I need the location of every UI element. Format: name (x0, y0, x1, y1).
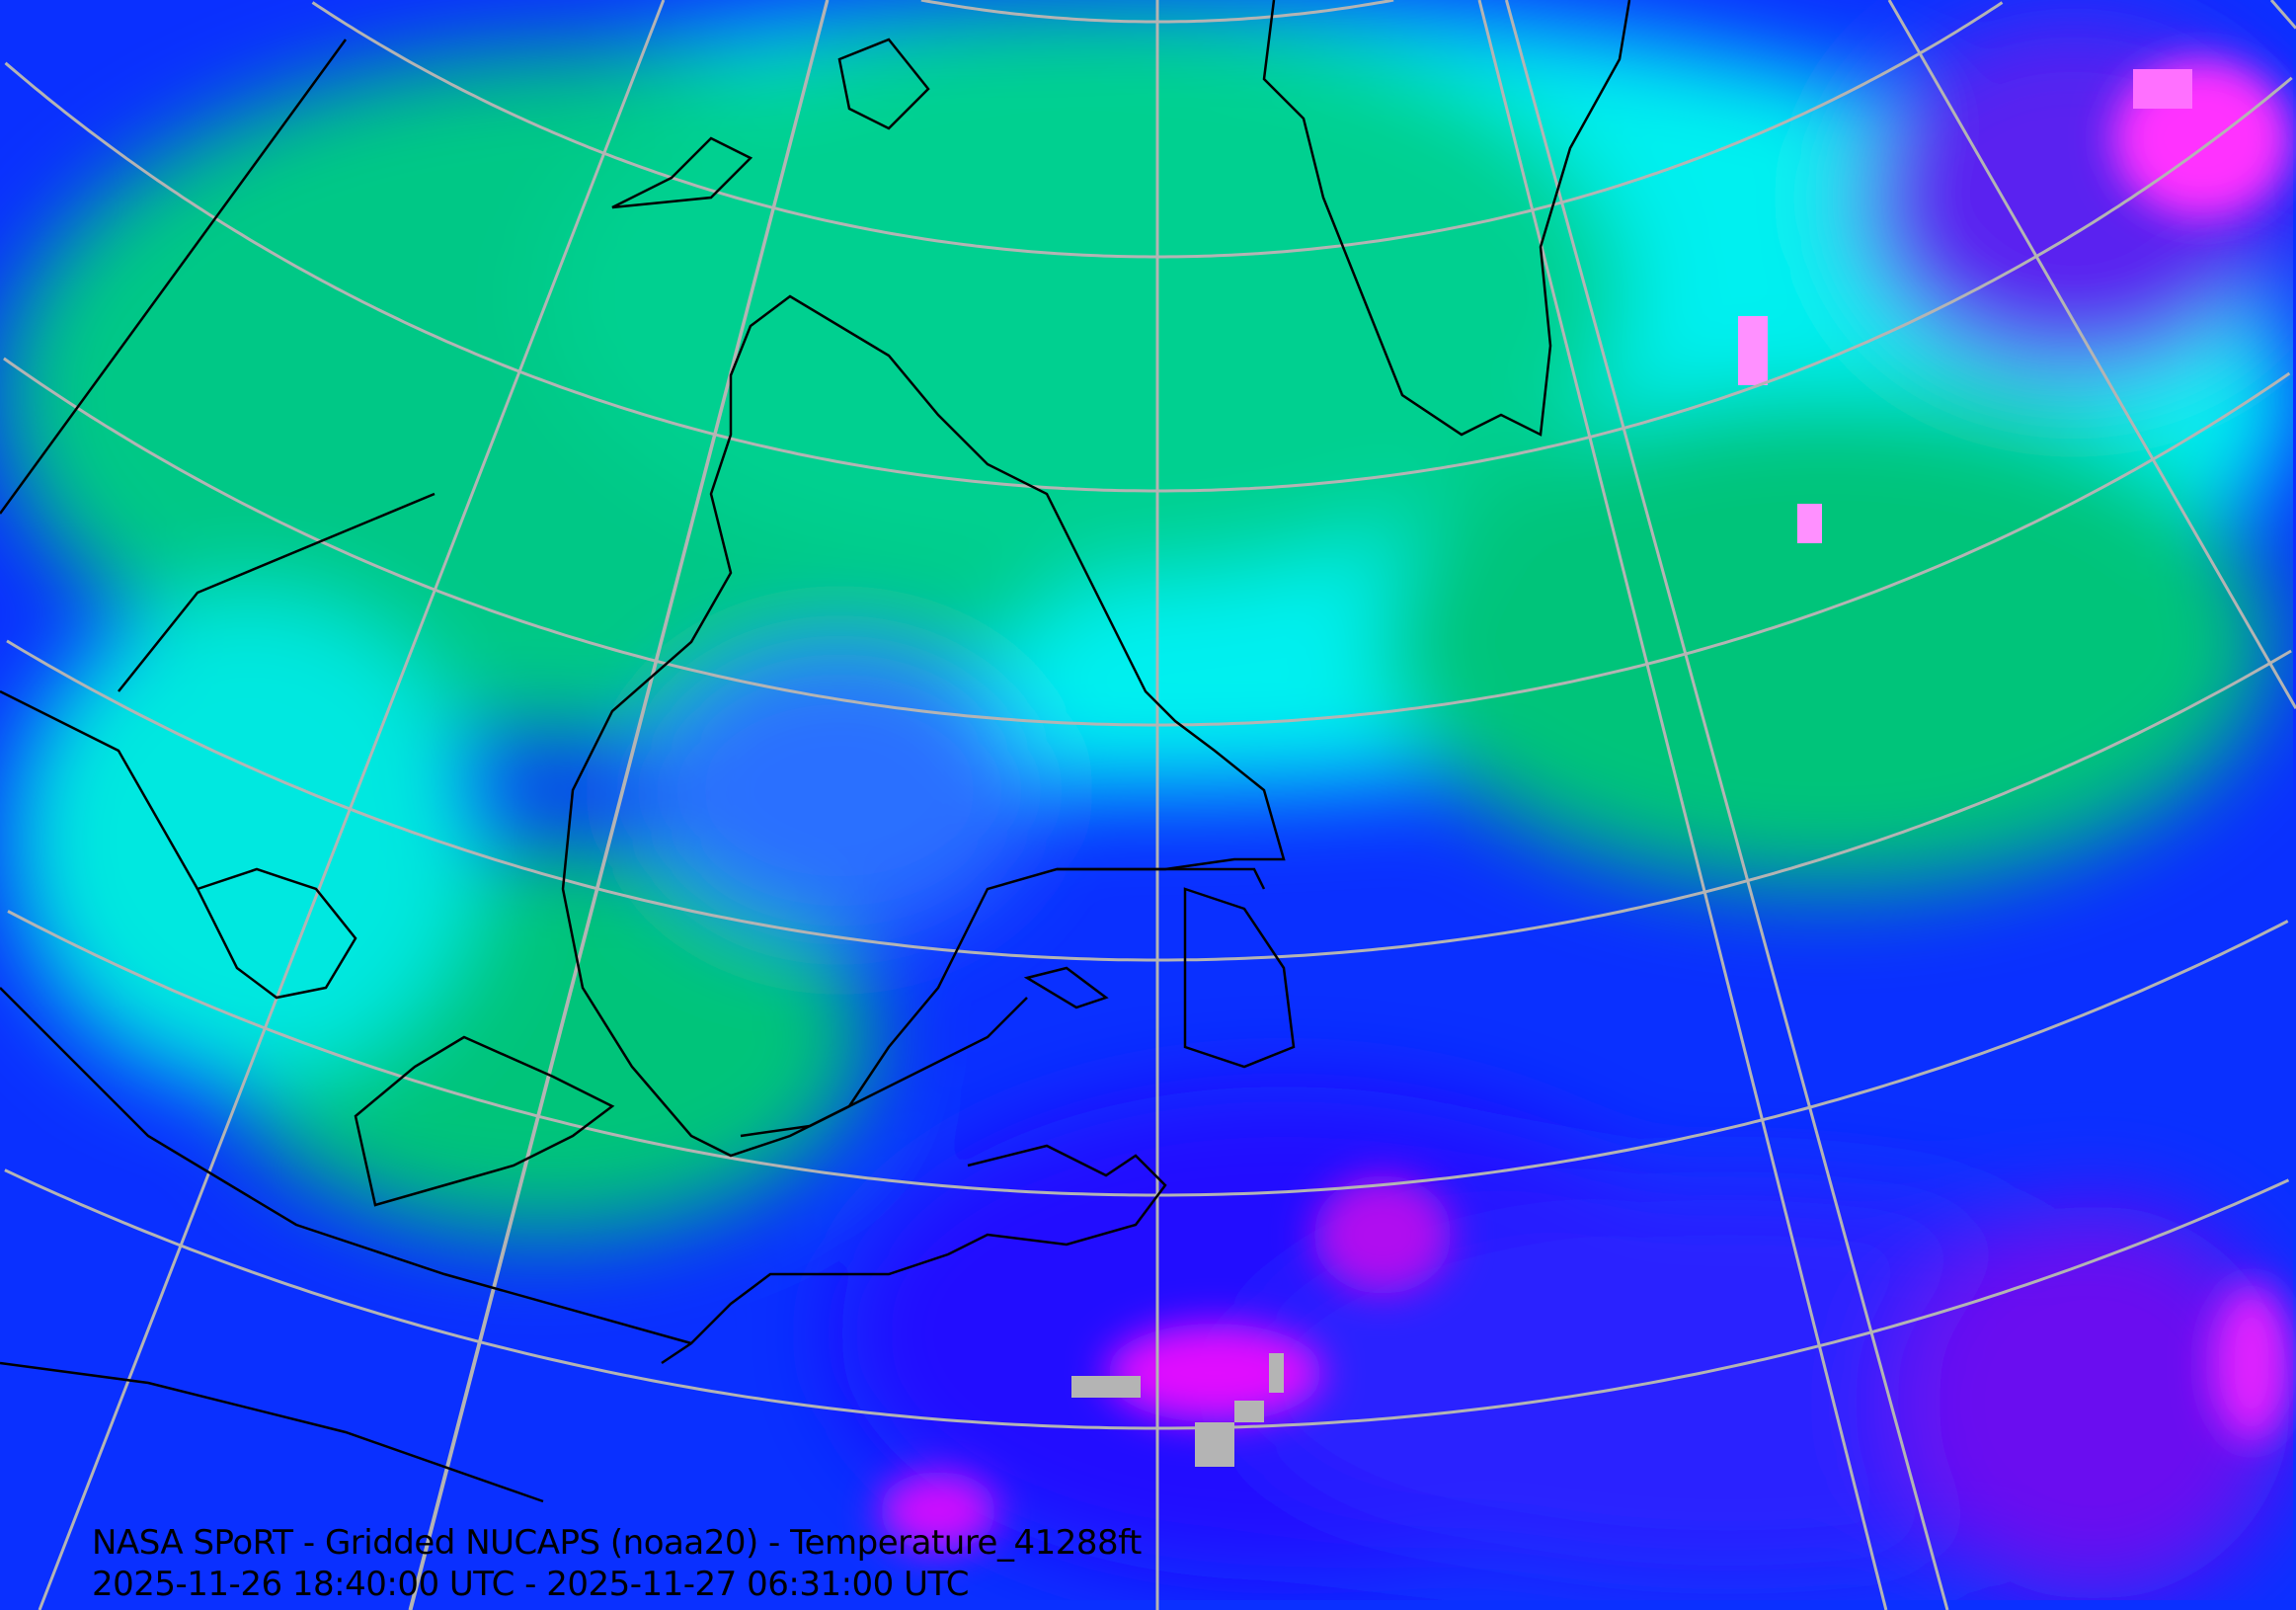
longitude-line (409, 0, 830, 1610)
latitude-line (6, 639, 2292, 962)
missing-data-pixels (1071, 69, 2192, 1467)
longitude-line (1887, 0, 2296, 709)
longitude-line (38, 0, 666, 1610)
longitude-line (2269, 0, 2296, 30)
latitude-line (3, 357, 2291, 727)
graticule (3, 0, 2296, 1610)
latitude-line (7, 910, 2289, 1197)
time-range-label: 2025-11-26 18:40:00 UTC - 2025-11-27 06:… (92, 1565, 970, 1604)
warm-anomalies (879, 59, 2291, 1551)
longitude-line (1504, 0, 1949, 1610)
map-title: NASA SPoRT - Gridded NUCAPS (noaa20) - T… (92, 1523, 1142, 1563)
longitude-line (1477, 0, 1888, 1610)
coastlines (0, 0, 1631, 1503)
latitude-line (4, 61, 2293, 493)
latitude-line (4, 1168, 2290, 1430)
